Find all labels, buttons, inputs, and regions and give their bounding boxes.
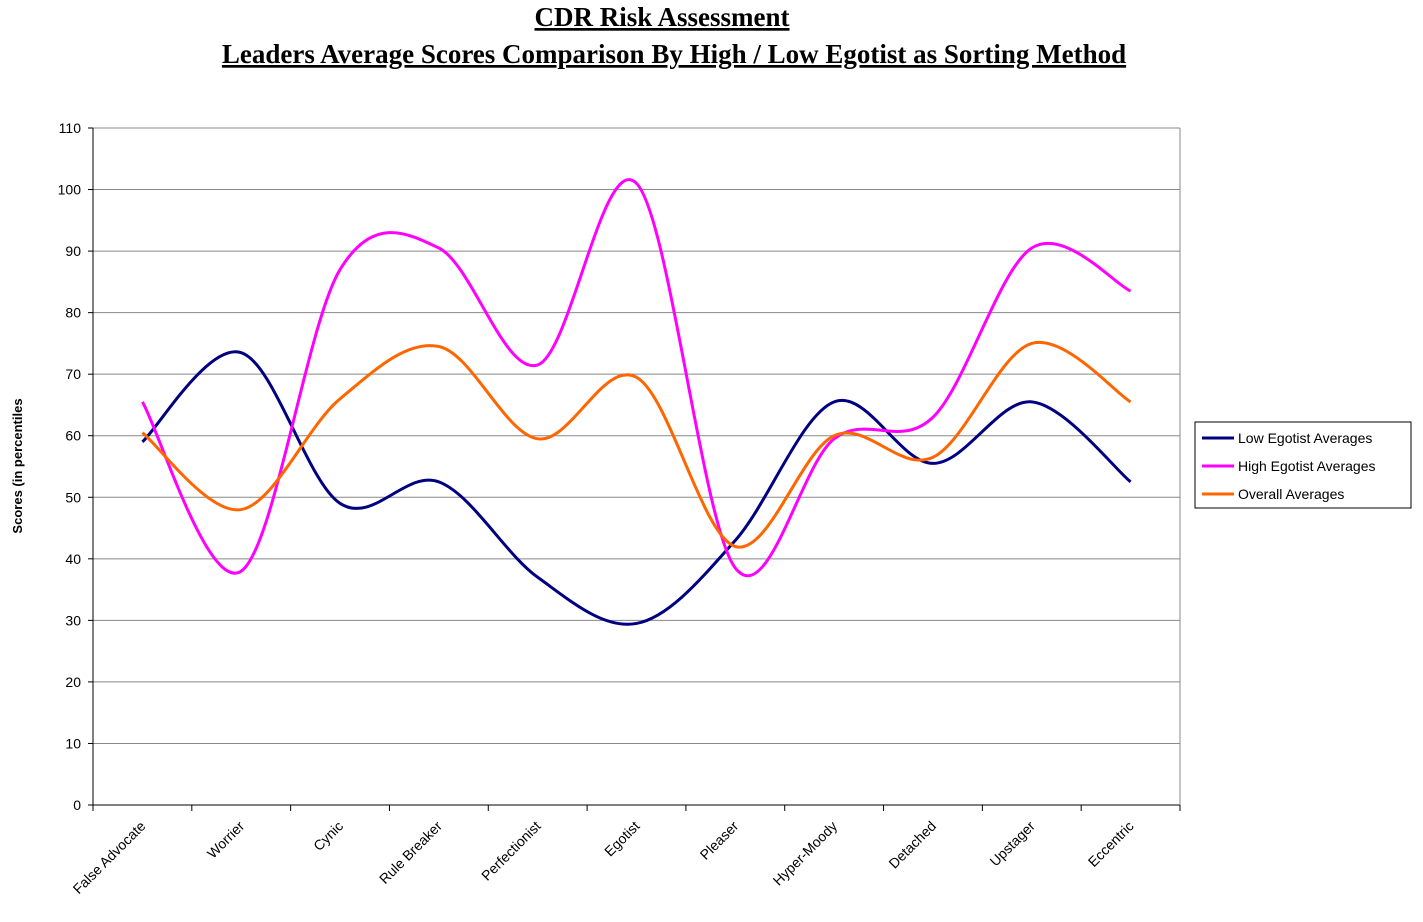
x-tick-label: Upstager xyxy=(986,818,1038,870)
y-tick-label: 50 xyxy=(65,489,81,505)
chart-subtitle: Leaders Average Scores Comparison By Hig… xyxy=(222,39,1126,69)
y-tick-label: 0 xyxy=(73,797,81,813)
y-tick-label: 30 xyxy=(65,612,81,628)
x-tick-label: Hyper-Moody xyxy=(770,818,841,889)
series-line xyxy=(141,340,1132,549)
x-tick-label: Egotist xyxy=(601,818,643,860)
series-line xyxy=(141,178,1132,578)
y-axis-label: Scores (in percentiles xyxy=(10,398,25,533)
series-line xyxy=(141,350,1132,626)
y-tick-label: 90 xyxy=(65,243,81,259)
x-tick-label: Rule Breaker xyxy=(376,818,445,887)
y-tick-label: 60 xyxy=(65,428,81,444)
x-tick-label: Eccentric xyxy=(1085,818,1137,870)
y-tick-label: 70 xyxy=(65,366,81,382)
x-tick-label: Perfectionist xyxy=(478,818,544,884)
legend-label: High Egotist Averages xyxy=(1238,458,1376,474)
y-tick-label: 10 xyxy=(65,735,81,751)
y-tick-label: 100 xyxy=(58,182,82,198)
x-tick-label: Pleaser xyxy=(697,818,742,863)
legend-label: Low Egotist Averages xyxy=(1238,430,1372,446)
x-tick-label: False Advocate xyxy=(70,818,149,897)
x-tick-label: Cynic xyxy=(310,818,346,854)
legend-label: Overall Averages xyxy=(1238,486,1344,502)
chart-title: CDR Risk Assessment xyxy=(534,2,789,32)
x-tick-label: Detached xyxy=(885,818,939,872)
y-tick-label: 40 xyxy=(65,551,81,567)
x-tick-label: Worrier xyxy=(204,818,248,862)
y-tick-label: 110 xyxy=(59,120,82,136)
y-tick-label: 80 xyxy=(65,305,81,321)
y-tick-label: 20 xyxy=(65,674,81,690)
